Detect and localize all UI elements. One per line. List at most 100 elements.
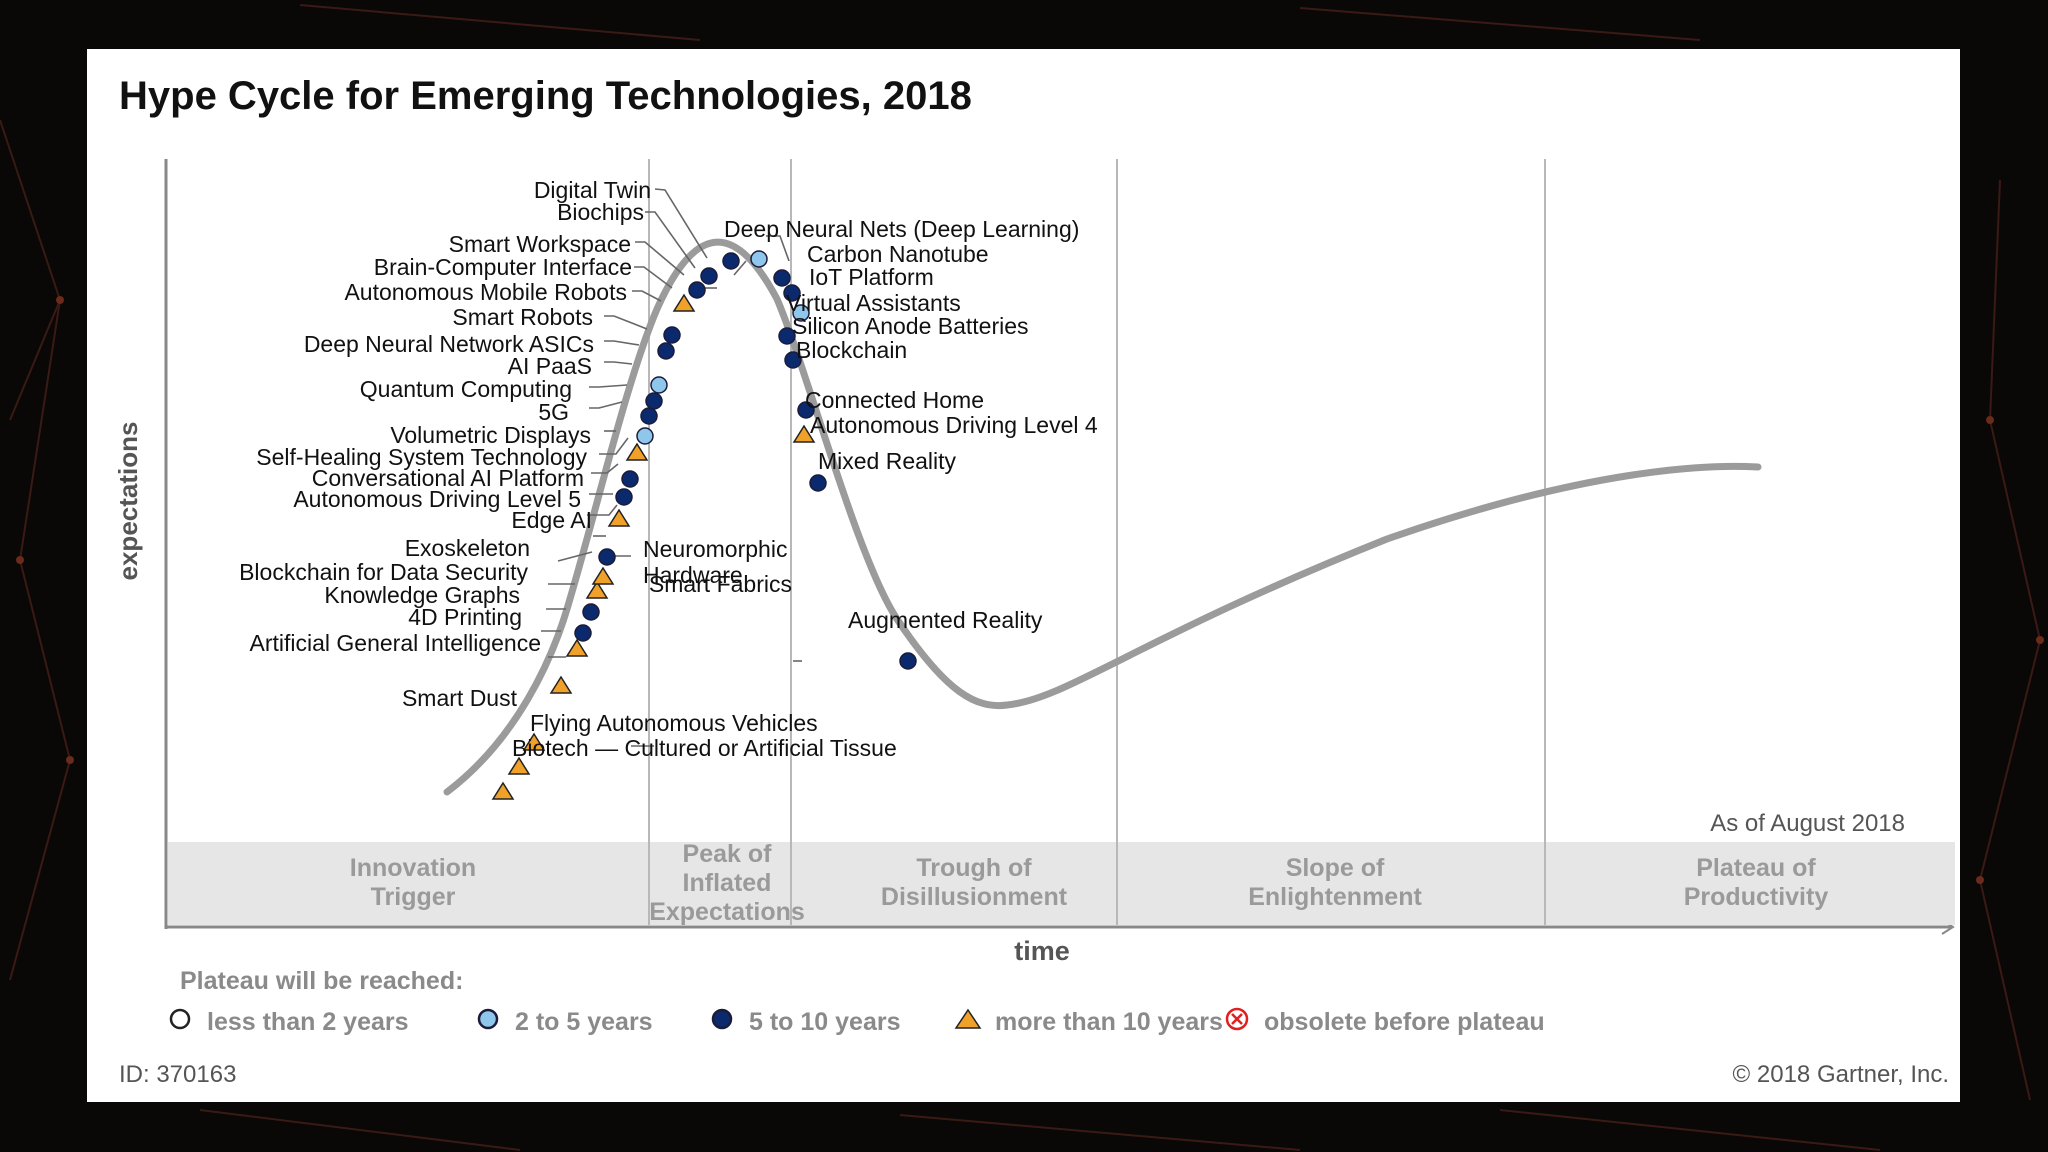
label-mixed-reality: Mixed Reality (818, 448, 957, 474)
label-exoskeleton: Exoskeleton (405, 535, 530, 561)
data-markers (491, 250, 917, 800)
label-flying-autonomous-vehicles: Flying Autonomous Vehicles (530, 710, 818, 736)
legend: less than 2 years 2 to 5 years 5 to 10 yea… (169, 1007, 1545, 1036)
legend-symbol-5to10 (711, 1008, 733, 1030)
marker-connected-home (784, 351, 802, 369)
label-ai-paas: AI PaaS (508, 353, 592, 379)
label-conversational-ai-platform: Conversational AI Platform (312, 465, 584, 491)
marker-carbon-nanotube (750, 250, 768, 268)
label-smart-workspace: Smart Workspace (449, 231, 631, 257)
label-smart-dust: Smart Dust (402, 685, 518, 711)
label-silicon-anode-batteries: Silicon Anode Batteries (792, 313, 1029, 339)
label-iot-platform: IoT Platform (809, 264, 934, 290)
legend-item-gt10: more than 10 years (954, 1008, 1223, 1036)
marker-artificial-general-intelligence (549, 675, 573, 694)
label-carbon-nanotube: Carbon Nanotube (807, 241, 989, 267)
marker-exoskeleton (585, 580, 609, 599)
marker-mixed-reality (792, 424, 816, 443)
legend-symbol-lt2 (169, 1008, 191, 1030)
legend-label-5to10: 5 to 10 years (749, 1008, 901, 1036)
label-blockchain: Blockchain (796, 337, 907, 363)
phase-trough-of-disillusionment: Trough of Disillusionment (881, 854, 1068, 911)
marker-biotech-cultured-or-artificial-tissue (491, 781, 515, 800)
as-of-label: As of August 2018 (1710, 810, 1905, 837)
marker-knowledge-graphs (574, 624, 592, 642)
phase-slope-of-enlightenment: Slope of Enlightenment (1248, 854, 1422, 911)
legend-x-obsolete (1231, 1013, 1243, 1025)
label-autonomous-driving-level-4: Autonomous Driving Level 4 (810, 412, 1098, 438)
label-edge-ai: Edge AI (511, 507, 592, 533)
marker-iot-platform (773, 269, 791, 287)
marker-conversational-ai-platform (607, 508, 631, 527)
legend-title: Plateau will be reached: (180, 967, 463, 995)
marker-volumetric-displays (621, 470, 639, 488)
label-brain-computer-interface: Brain-Computer Interface (374, 254, 632, 280)
marker-biochips (688, 281, 706, 299)
marker-digital-twin (700, 267, 718, 285)
x-axis-label: time (1014, 936, 1070, 966)
legend-label-lt2: less than 2 years (207, 1008, 409, 1036)
label-5g: 5G (538, 399, 569, 425)
marker-deep-neural-network-asics (645, 392, 663, 410)
phase-band (168, 842, 1955, 925)
marker-augmented-reality (899, 652, 917, 670)
chart-title: Hype Cycle for Emerging Technologies, 20… (119, 74, 972, 118)
hype-curve (443, 238, 1762, 796)
label-neuromorphic-hardware: Neuromorphic Hardware (643, 536, 787, 588)
label-digital-twin: Digital Twin (534, 177, 651, 203)
hype-cycle-card: Hype Cycle for Emerging Technologies, 20… (87, 49, 1960, 1102)
label-autonomous-driving-level-5: Autonomous Driving Level 5 (293, 486, 581, 512)
marker-blockchain (778, 327, 796, 345)
label-biochips: Biochips (557, 199, 644, 225)
legend-item-obsolete: obsolete before plateau (1225, 1007, 1545, 1036)
label-4d-printing: 4D Printing (408, 604, 522, 630)
marker-smart-workspace (672, 293, 696, 312)
y-axis-label: expectations (113, 422, 143, 581)
marker-autonomous-driving-level-5 (598, 548, 616, 566)
label-biotech-cultured-or-artificial-tissue: Biotech — Cultured or Artificial Tissue (512, 735, 897, 761)
legend-label-gt10: more than 10 years (995, 1008, 1223, 1036)
label-knowledge-graphs: Knowledge Graphs (324, 582, 520, 608)
label-deep-neural-nets-deep-learning: Deep Neural Nets (Deep Learning) (724, 216, 1079, 242)
marker-blockchain-for-data-security (582, 603, 600, 621)
marker-virtual-assistants (783, 284, 801, 302)
phase-peak-of-inflated-expectations: Peak of Inflated Expectations (649, 840, 805, 926)
copyright: © 2018 Gartner, Inc. (1733, 1061, 1949, 1088)
marker-autonomous-mobile-robots (657, 342, 675, 360)
label-self-healing-system-technology: Self-Healing System Technology (256, 444, 587, 470)
marker-flying-autonomous-vehicles (507, 756, 531, 775)
marker-edge-ai (591, 566, 615, 585)
label-quantum-computing: Quantum Computing (360, 376, 572, 402)
phase-innovation-trigger: Innovation Trigger (350, 854, 476, 911)
marker-brain-computer-interface (663, 326, 681, 344)
label-leader-lines (541, 188, 802, 747)
legend-item-lt2: less than 2 years (169, 1008, 409, 1036)
label-artificial-general-intelligence: Artificial General Intelligence (250, 630, 541, 656)
legend-label-obsolete: obsolete before plateau (1264, 1008, 1545, 1036)
marker-smart-robots (650, 376, 668, 394)
phase-plateau-of-productivity: Plateau of Productivity (1684, 854, 1829, 911)
document-id: ID: 370163 (119, 1061, 236, 1088)
marker-smart-dust (522, 732, 546, 751)
marker-silicon-anode-batteries (792, 304, 810, 322)
label-blockchain-for-data-security: Blockchain for Data Security (239, 559, 528, 585)
label-smart-fabrics: Smart Fabrics (649, 571, 792, 597)
marker-self-healing-system-technology (615, 488, 633, 506)
legend-item-2to5: 2 to 5 years (477, 1008, 653, 1036)
label-virtual-assistants: Virtual Assistants (786, 290, 961, 316)
point-labels: Biotech — Cultured or Artificial TissueF… (239, 177, 1098, 761)
marker-quantum-computing (636, 427, 654, 445)
marker-5g (625, 442, 649, 461)
legend-item-5to10: 5 to 10 years (711, 1008, 901, 1036)
legend-label-2to5: 2 to 5 years (515, 1008, 653, 1036)
label-augmented-reality: Augmented Reality (848, 607, 1043, 633)
label-autonomous-mobile-robots: Autonomous Mobile Robots (344, 279, 627, 305)
marker-ai-paas (640, 407, 658, 425)
marker-deep-neural-nets-deep-learning (722, 252, 740, 270)
phase-labels: Innovation Trigger Peak of Inflated Expectat… (350, 840, 1829, 926)
label-deep-neural-network-asics: Deep Neural Network ASICs (304, 331, 594, 357)
marker-autonomous-driving-level-4 (797, 401, 815, 419)
label-connected-home: Connected Home (805, 387, 984, 413)
legend-symbol-gt10 (954, 1008, 982, 1029)
